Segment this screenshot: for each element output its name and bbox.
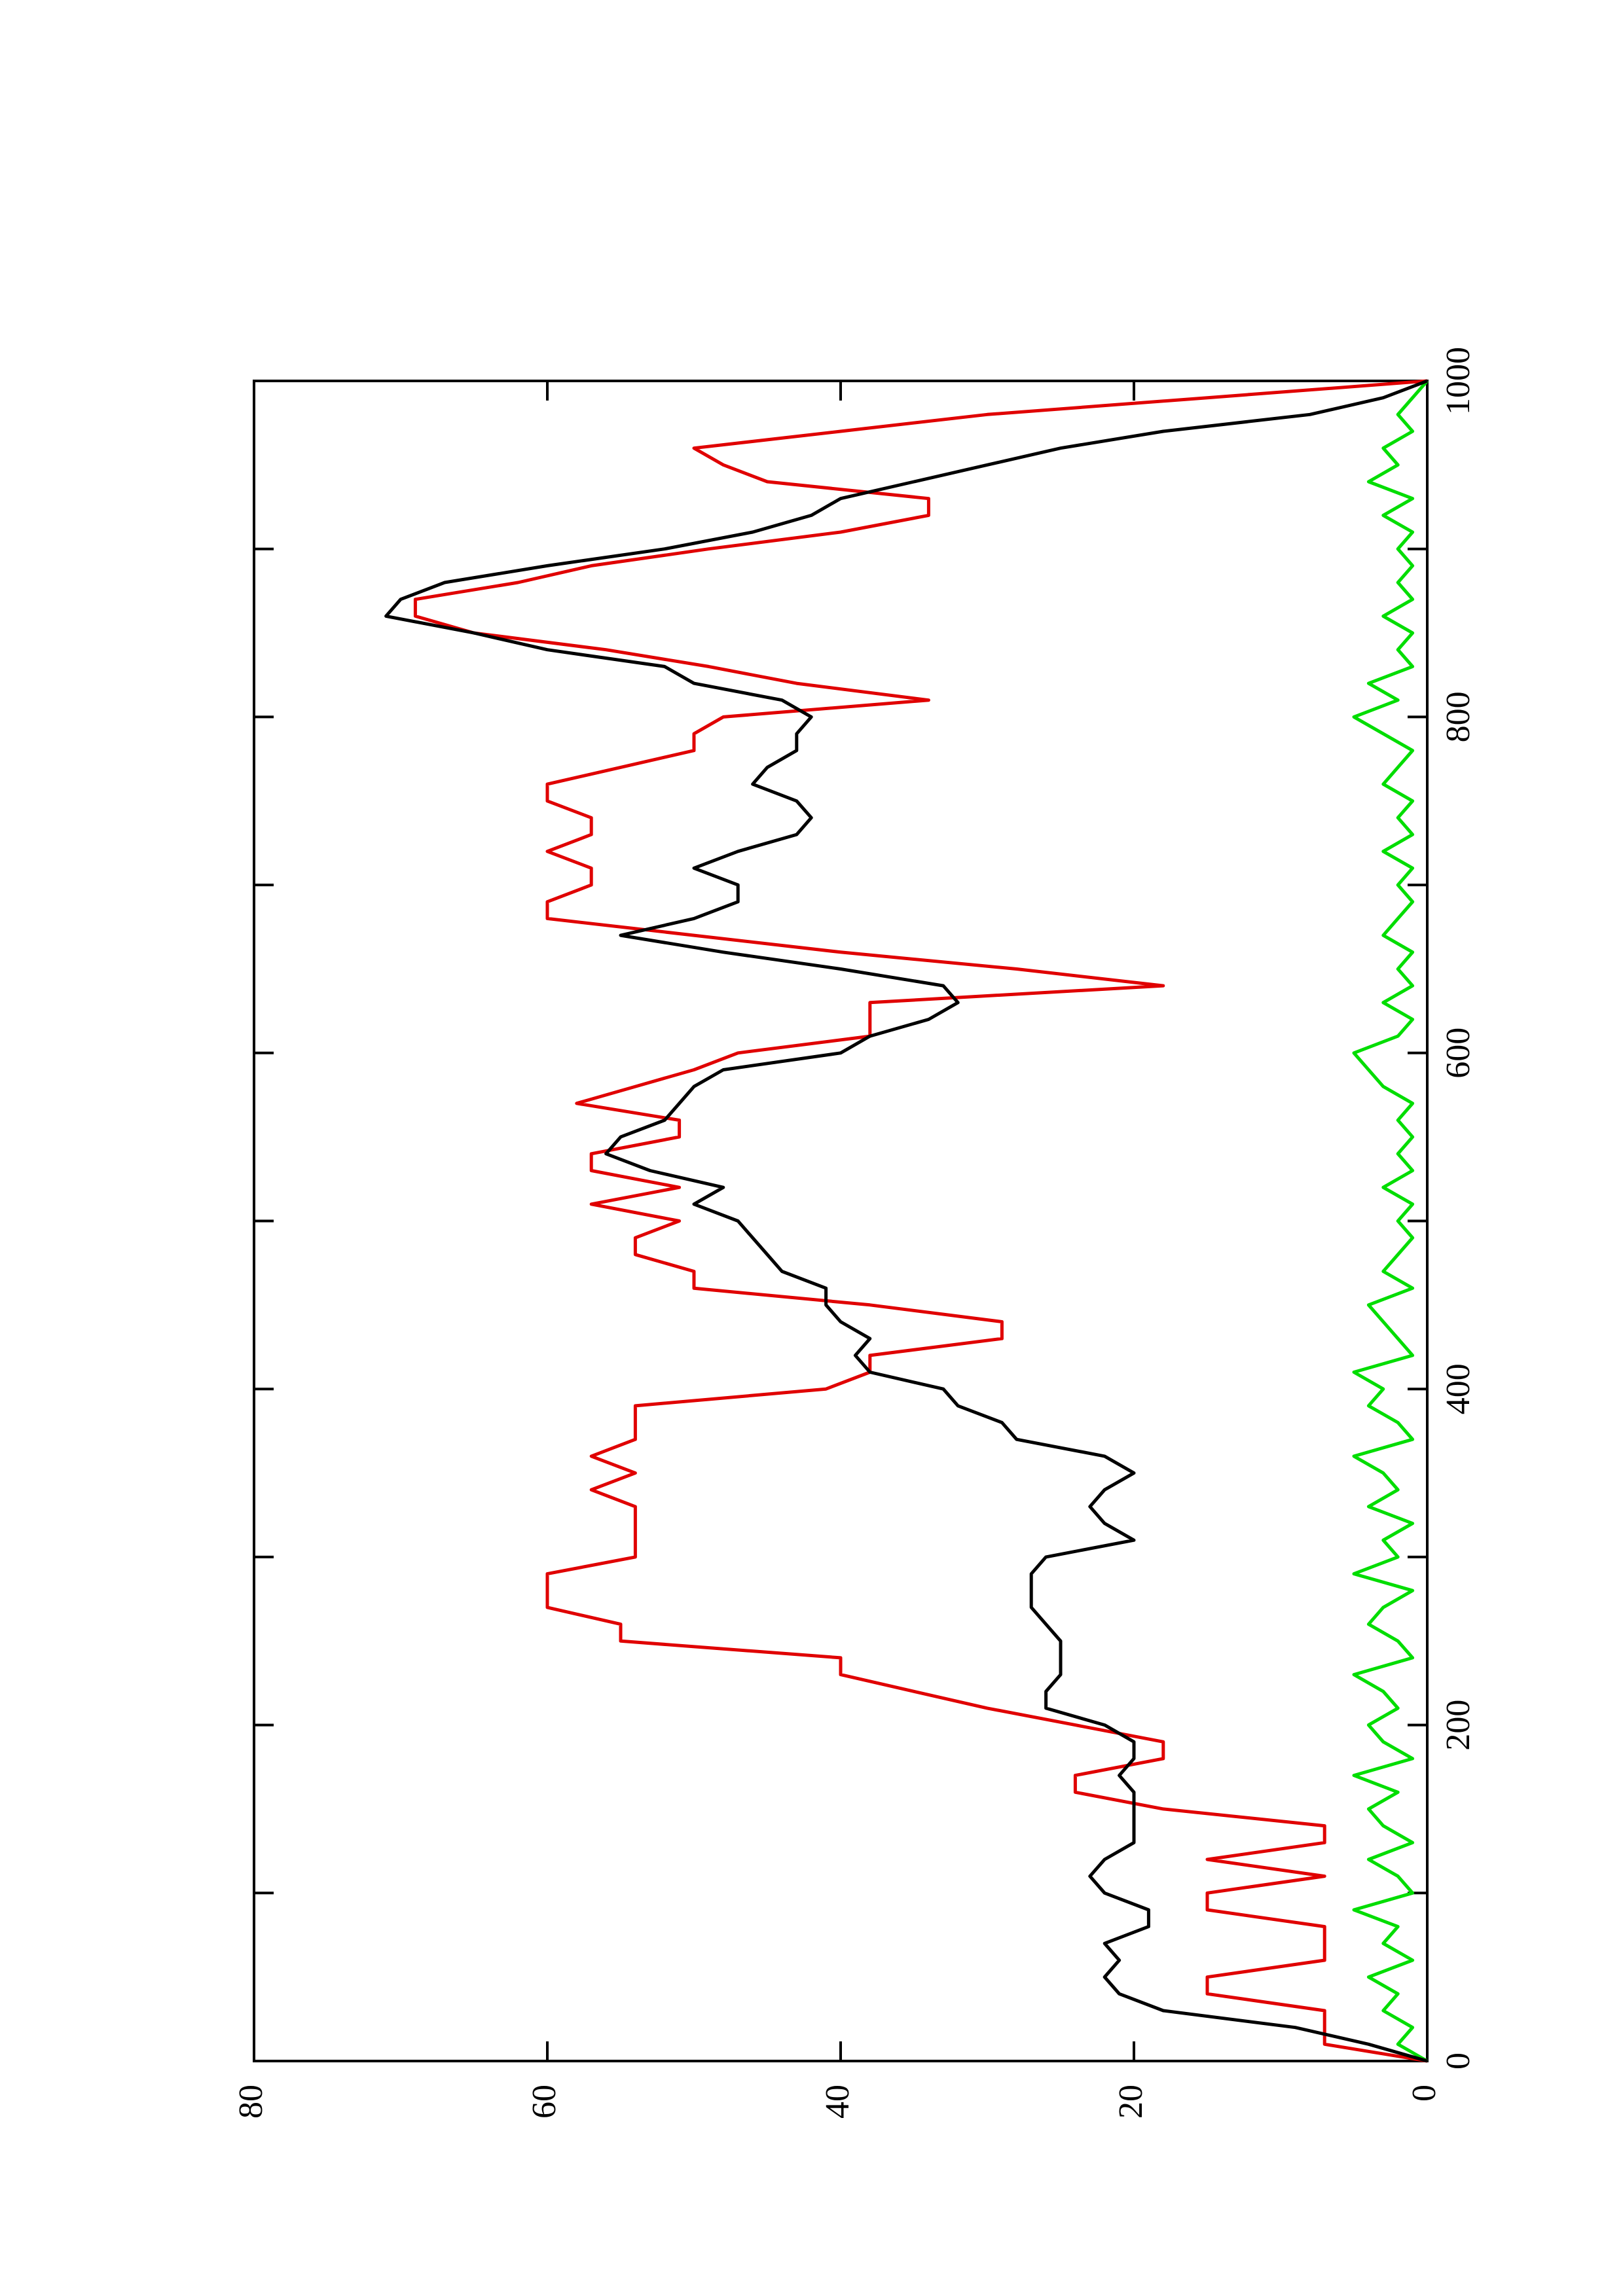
x-tick-label: 800 xyxy=(1440,691,1477,742)
y-tick-label: 80 xyxy=(232,2085,270,2119)
plot-frame xyxy=(253,380,1429,2062)
y-tick-label: 60 xyxy=(526,2085,563,2119)
y-tick-label: 40 xyxy=(819,2085,856,2119)
y-tick-label: 0 xyxy=(1406,2085,1443,2102)
series-line xyxy=(384,379,1428,2063)
y-tick-label: 20 xyxy=(1112,2085,1150,2119)
x-tick-label: 1000 xyxy=(1440,347,1477,415)
x-tick-label: 200 xyxy=(1440,1700,1477,1751)
series-line xyxy=(1352,380,1429,2063)
series-line xyxy=(413,379,1428,2063)
x-tick-label: 600 xyxy=(1440,1028,1477,1079)
x-tick-label: 400 xyxy=(1440,1363,1477,1414)
x-tick-label: 0 xyxy=(1440,2053,1477,2070)
